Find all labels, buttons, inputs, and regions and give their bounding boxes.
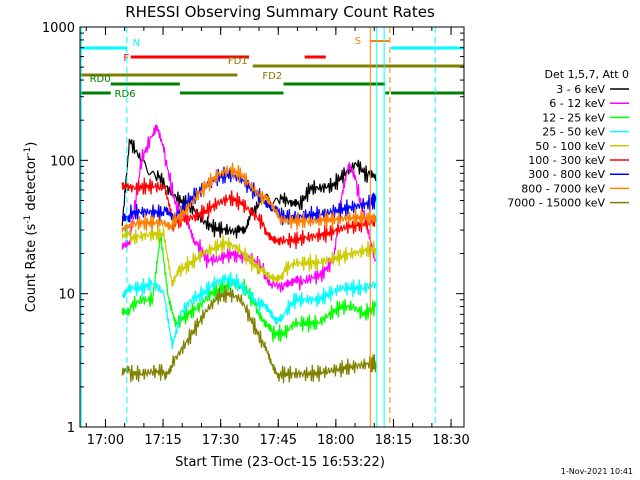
y-axis-ticks: 1 10 100 1000 (42, 21, 464, 436)
legend-label: 100 - 300 keV (528, 154, 605, 167)
chart-title: RHESSI Observing Summary Count Rates (125, 3, 435, 21)
vertical-markers (80, 27, 436, 427)
series-line (121, 285, 377, 384)
x-tick-label: 17:45 (260, 433, 297, 448)
state-label-fd2: FD2 (262, 71, 282, 82)
legend-label: 50 - 100 keV (535, 140, 605, 153)
plot-frame (79, 26, 465, 428)
data-series (121, 124, 377, 384)
legend-label: 3 - 6 keV (556, 83, 605, 96)
series-line (121, 166, 377, 226)
x-tick-label: 17:00 (87, 433, 124, 448)
y-tick-label: 1 (67, 421, 75, 436)
series-line (121, 225, 377, 287)
state-label-fd1: FD1 (228, 56, 248, 67)
series-line (121, 236, 377, 343)
legend-label: 6 - 12 keV (549, 97, 605, 110)
legend-label: 25 - 50 keV (542, 126, 605, 139)
state-label-n: N (133, 38, 140, 49)
series-line (121, 177, 377, 250)
x-tick-label: 18:30 (432, 433, 469, 448)
x-tick-label: 17:15 (144, 433, 181, 448)
x-axis-ticks: 17:00 17:15 17:30 17:45 18:00 18:15 18:30 (85, 27, 470, 448)
legend-label: 12 - 25 keV (542, 111, 605, 124)
y-axis-label: Count Rate (s-1 detector-1) (23, 142, 39, 313)
saa-label: S (355, 36, 361, 47)
x-tick-label: 18:15 (375, 433, 412, 448)
state-label-rd6: RD6 (115, 89, 136, 100)
x-tick-label: 18:00 (317, 433, 354, 448)
series-line (121, 162, 377, 233)
x-axis-label: Start Time (23-Oct-15 16:53:22) (175, 455, 385, 470)
legend-title: Det 1,5,7, Att 0 (545, 68, 629, 81)
timestamp: 1-Nov-2021 10:41 (561, 467, 633, 476)
y-tick-label: 10 (58, 288, 75, 303)
y-tick-label: 1000 (42, 21, 75, 36)
x-tick-label: 17:30 (202, 433, 239, 448)
series-line (121, 138, 377, 239)
series-line (121, 271, 377, 350)
legend-label: 300 - 800 keV (528, 168, 605, 181)
legend-label: 800 - 7000 keV (521, 182, 605, 195)
legend-label: 7000 - 15000 keV (507, 197, 605, 210)
y-tick-label: 100 (50, 154, 75, 169)
state-label-rd0: RD0 (90, 74, 111, 85)
